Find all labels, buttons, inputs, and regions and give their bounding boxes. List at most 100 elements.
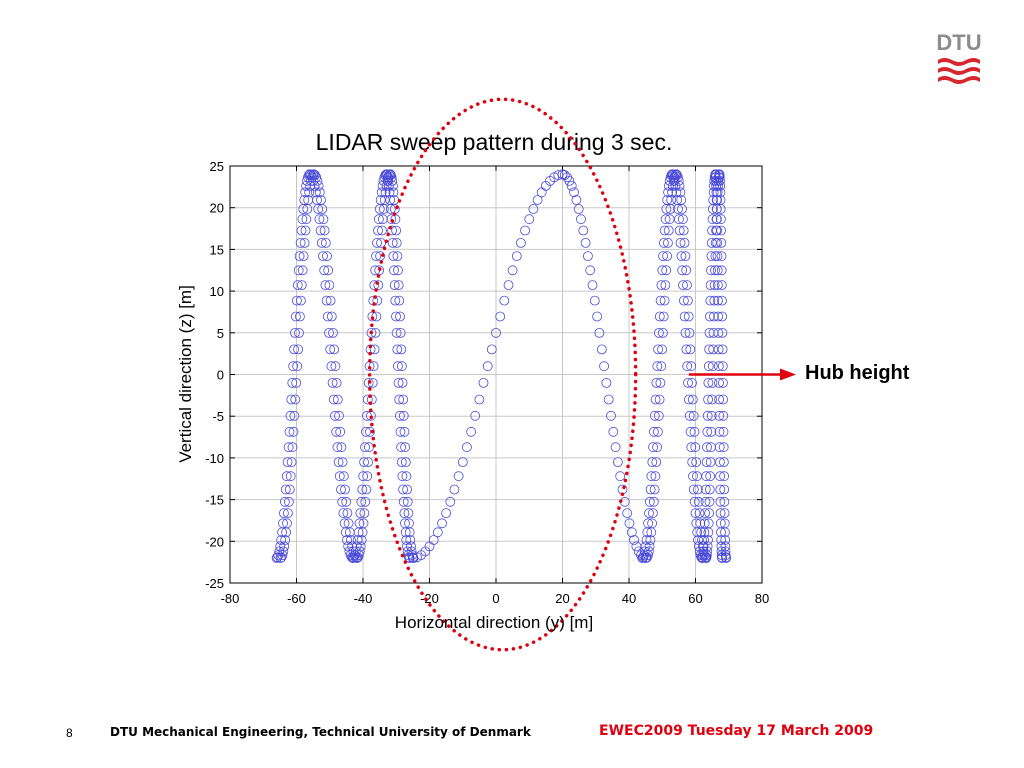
data-point bbox=[713, 311, 724, 322]
data-point bbox=[536, 187, 547, 198]
data-point bbox=[287, 377, 298, 388]
data-point bbox=[601, 377, 612, 388]
data-point bbox=[608, 426, 619, 437]
data-point bbox=[679, 237, 690, 248]
data-point bbox=[470, 410, 481, 421]
data-point bbox=[704, 344, 715, 355]
data-point bbox=[702, 541, 713, 552]
data-point bbox=[385, 204, 396, 214]
data-point bbox=[404, 553, 415, 563]
data-point bbox=[644, 541, 655, 552]
data-point bbox=[678, 214, 688, 225]
data-point bbox=[709, 295, 720, 306]
data-point bbox=[702, 546, 713, 557]
data-point bbox=[297, 265, 308, 276]
data-point bbox=[702, 442, 712, 453]
data-point bbox=[705, 457, 716, 468]
data-point bbox=[304, 169, 315, 180]
data-point bbox=[403, 508, 414, 518]
data-point bbox=[705, 471, 716, 482]
data-point bbox=[396, 344, 407, 355]
data-point bbox=[387, 225, 398, 236]
data-point bbox=[566, 180, 577, 191]
data-point bbox=[362, 471, 373, 482]
data-point bbox=[317, 204, 328, 214]
data-point bbox=[369, 344, 380, 355]
data-point bbox=[318, 214, 329, 225]
data-point bbox=[330, 410, 340, 421]
data-point bbox=[358, 471, 369, 482]
data-point bbox=[360, 496, 371, 507]
data-point bbox=[710, 251, 721, 262]
x-tick-label: -60 bbox=[287, 591, 306, 606]
data-point bbox=[713, 327, 724, 338]
data-point bbox=[377, 214, 388, 225]
data-point bbox=[329, 344, 340, 355]
data-point bbox=[564, 175, 575, 186]
data-point bbox=[392, 344, 403, 355]
data-point bbox=[359, 457, 370, 468]
data-point bbox=[571, 195, 582, 205]
data-point bbox=[399, 508, 410, 518]
data-point bbox=[714, 410, 725, 421]
data-point bbox=[297, 214, 308, 225]
data-point bbox=[285, 410, 296, 421]
data-point bbox=[272, 552, 283, 563]
data-point bbox=[712, 225, 722, 236]
data-point bbox=[511, 251, 522, 262]
data-point bbox=[372, 295, 383, 306]
data-point bbox=[288, 361, 299, 372]
data-point bbox=[326, 361, 337, 372]
data-point bbox=[709, 280, 720, 291]
data-point bbox=[373, 280, 384, 291]
data-point bbox=[322, 311, 333, 322]
data-point bbox=[648, 508, 658, 518]
y-tick-label: -20 bbox=[205, 534, 224, 549]
data-point bbox=[692, 527, 703, 538]
axis-ticks: -80 -60 -40 -20 0 20 40 60 80 25 20 15 10 5 0 -5 -10 -15 -… bbox=[205, 159, 769, 606]
data-point bbox=[303, 172, 313, 183]
data-point bbox=[398, 394, 409, 405]
data-point bbox=[284, 426, 295, 437]
data-point bbox=[336, 442, 347, 453]
data-point bbox=[292, 361, 303, 372]
data-point bbox=[397, 377, 408, 388]
data-point bbox=[393, 265, 403, 276]
data-point bbox=[453, 471, 464, 482]
data-point bbox=[331, 426, 342, 437]
data-point bbox=[295, 295, 306, 306]
data-point bbox=[662, 251, 672, 262]
data-point bbox=[293, 265, 304, 276]
data-point bbox=[393, 280, 404, 291]
data-point bbox=[667, 187, 677, 198]
data-point bbox=[290, 394, 301, 405]
data-point bbox=[320, 280, 331, 291]
data-point bbox=[658, 251, 668, 262]
data-point bbox=[285, 471, 296, 482]
data-point bbox=[716, 225, 726, 236]
data-point bbox=[697, 535, 707, 545]
data-point bbox=[334, 471, 345, 482]
data-point bbox=[355, 541, 366, 552]
data-point bbox=[587, 280, 598, 291]
data-point bbox=[643, 546, 654, 557]
data-point bbox=[656, 361, 667, 372]
data-point bbox=[687, 377, 697, 388]
data-point bbox=[673, 204, 683, 214]
data-point bbox=[687, 457, 698, 468]
data-point bbox=[715, 518, 726, 529]
data-point bbox=[520, 225, 530, 236]
data-point bbox=[387, 237, 398, 248]
x-tick-label: -20 bbox=[420, 591, 439, 606]
data-point bbox=[309, 180, 320, 191]
data-point bbox=[354, 518, 365, 529]
data-point bbox=[699, 535, 709, 545]
data-point bbox=[364, 426, 375, 437]
data-point bbox=[716, 280, 727, 291]
data-point bbox=[703, 361, 714, 372]
x-tick-label: -80 bbox=[221, 591, 240, 606]
data-point bbox=[682, 280, 692, 291]
data-point bbox=[516, 237, 526, 248]
data-point bbox=[342, 535, 352, 545]
data-point bbox=[318, 251, 328, 262]
